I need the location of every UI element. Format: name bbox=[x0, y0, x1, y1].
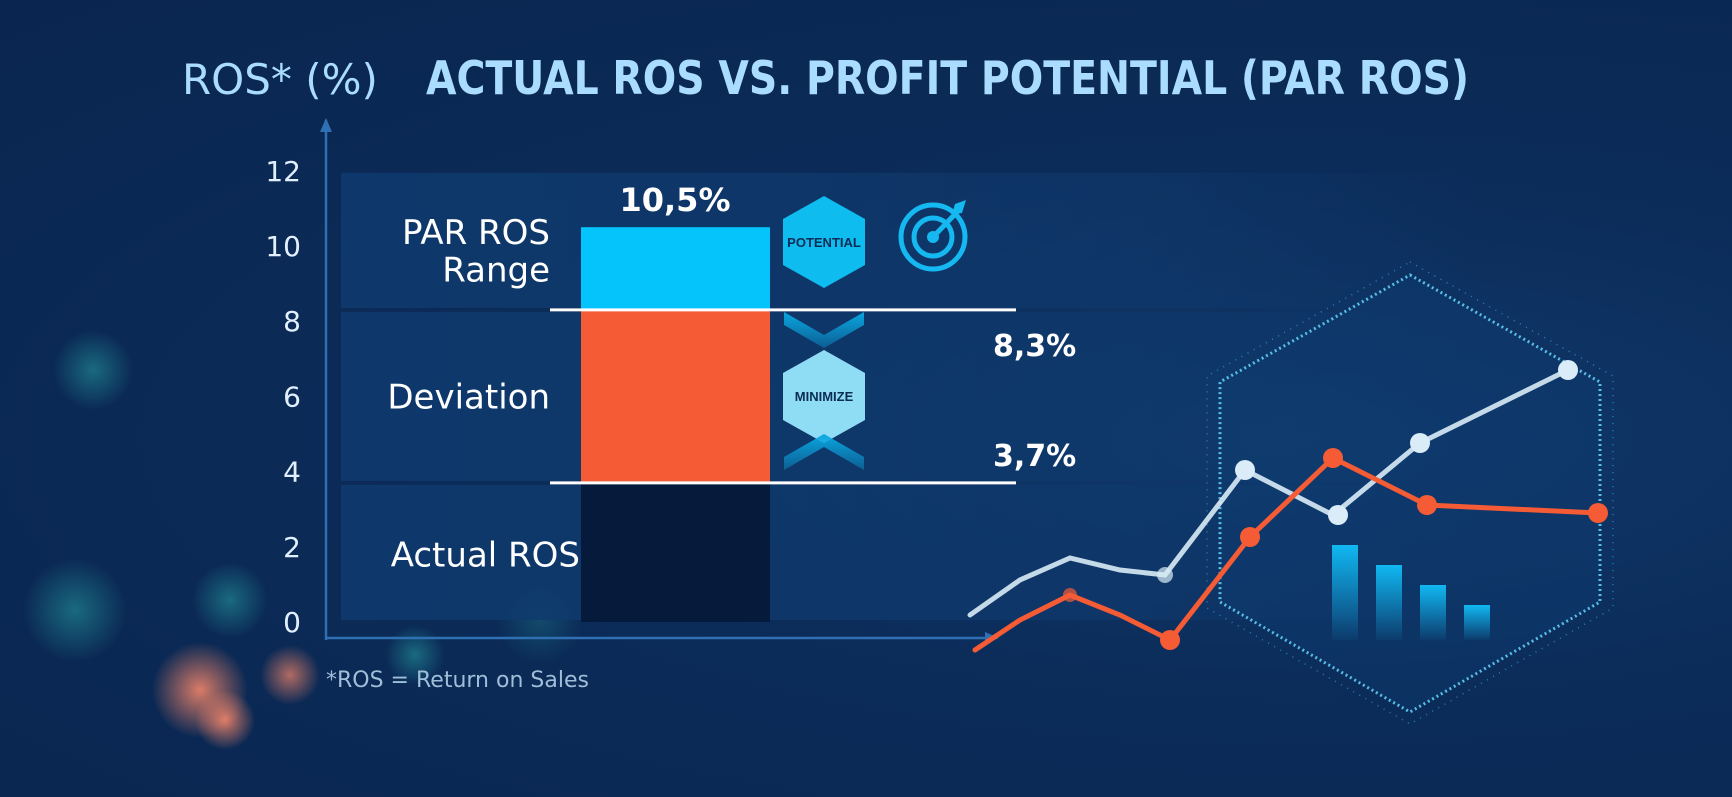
y-axis bbox=[320, 118, 332, 640]
minimize-badge-label: MINIMIZE bbox=[795, 389, 854, 404]
band-panel-1 bbox=[341, 311, 1481, 481]
potential-badge: POTENTIAL bbox=[783, 196, 865, 288]
band-label-deviation: Deviation bbox=[387, 377, 550, 417]
value-label-upper: 8,3% bbox=[993, 329, 1076, 364]
y-tick-label: 4 bbox=[283, 456, 301, 489]
target-icon bbox=[898, 200, 968, 272]
potential-badge-label: POTENTIAL bbox=[787, 235, 861, 250]
bar-segment-par-ros-range bbox=[581, 227, 770, 310]
y-tick-labels: 0 2 4 6 8 10 12 bbox=[265, 155, 301, 639]
chart-title: ACTUAL ROS VS. PROFIT POTENTIAL (PAR ROS… bbox=[426, 51, 1469, 105]
chevron-down-icon bbox=[784, 312, 864, 348]
y-tick-label: 6 bbox=[283, 380, 301, 413]
footnote: *ROS = Return on Sales bbox=[326, 668, 589, 693]
bokeh-decoration bbox=[23, 330, 584, 750]
value-label-top: 10,5% bbox=[619, 181, 730, 219]
y-tick-label: 8 bbox=[283, 305, 301, 338]
value-label-lower: 3,7% bbox=[993, 439, 1076, 474]
band-panel-2 bbox=[341, 172, 1481, 308]
band-label-range: Range bbox=[442, 251, 550, 291]
bar-segment-deviation bbox=[581, 309, 770, 483]
value-labels: 10,5% 8,3% 3,7% bbox=[619, 181, 1076, 474]
bar-segment-actual-ros bbox=[581, 482, 770, 622]
y-tick-label: 10 bbox=[265, 230, 301, 263]
hexagon-growth-graphic bbox=[967, 261, 1614, 725]
stacked-bar bbox=[581, 227, 770, 622]
minimize-badge: MINIMIZE bbox=[783, 350, 865, 443]
band-panel-0 bbox=[341, 484, 1481, 620]
y-tick-label: 0 bbox=[283, 606, 301, 639]
y-tick-label: 2 bbox=[283, 531, 301, 564]
y-tick-label: 12 bbox=[265, 155, 301, 188]
band-panels bbox=[341, 172, 1481, 620]
band-label-par-ros: PAR ROS bbox=[402, 213, 550, 253]
chevron-up-icon bbox=[784, 434, 864, 470]
y-axis-title: ROS* (%) bbox=[182, 55, 378, 104]
reference-lines bbox=[550, 308, 1016, 485]
band-label-actual-ros: Actual ROS bbox=[391, 535, 580, 575]
